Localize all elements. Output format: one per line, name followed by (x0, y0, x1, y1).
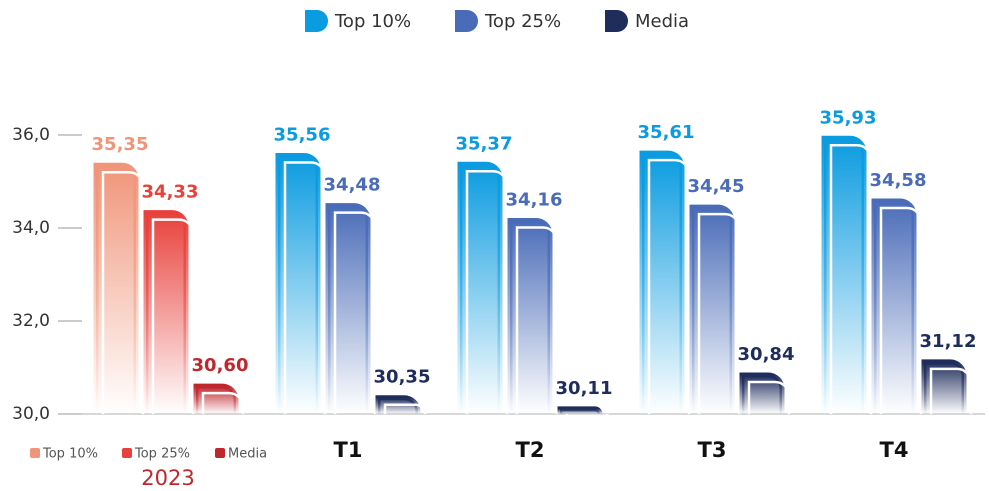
bar-inner (333, 211, 377, 414)
bar (193, 383, 245, 414)
legend-swatch (305, 10, 328, 32)
bar (93, 162, 145, 414)
x-tick-label: T2 (516, 438, 545, 462)
bar-edge (639, 150, 685, 414)
bar-inner (201, 391, 245, 414)
bar-inner (697, 212, 741, 414)
bar-outline (510, 220, 550, 414)
value-label: 34,58 (870, 170, 927, 191)
bar-edge (325, 203, 371, 414)
bar-inner (565, 413, 610, 418)
x-tick-label: 2023 (141, 466, 194, 490)
bar-inner (383, 403, 427, 415)
bar-outline (328, 205, 368, 414)
sub-legend-label: Top 25% (134, 447, 190, 462)
bar-edge (375, 395, 421, 414)
bar-outline (692, 207, 732, 414)
bar (821, 135, 873, 414)
bar (921, 359, 973, 414)
y-tick-label: 34,0 (12, 218, 50, 238)
y-tick-label: 36,0 (12, 125, 50, 145)
value-label: 34,45 (688, 176, 745, 197)
bar (275, 152, 327, 414)
bar (325, 203, 377, 414)
bar-inner (151, 218, 195, 414)
bar-edge (689, 204, 735, 414)
bar-edge (921, 359, 967, 414)
bar-inner (465, 170, 509, 414)
bar-edge (821, 135, 867, 414)
value-label: 34,16 (506, 190, 563, 211)
x-tick-label: T1 (334, 438, 363, 462)
x-tick-label: T4 (880, 438, 909, 462)
bar-outline (460, 164, 500, 414)
sub-legend-label: Media (228, 447, 267, 462)
bar-edge (193, 383, 239, 414)
bar-inner (747, 380, 791, 414)
bar-outline (278, 155, 318, 414)
value-label: 35,35 (92, 134, 149, 155)
value-label: 30,11 (556, 378, 613, 399)
legend-label: Top 25% (484, 11, 561, 32)
bar (639, 150, 691, 414)
bar-inner (829, 144, 873, 414)
value-label: 35,93 (820, 107, 877, 128)
legend-label: Top 10% (334, 11, 411, 32)
value-label: 34,33 (142, 182, 199, 203)
bar-outline (824, 138, 864, 414)
bar (689, 204, 741, 414)
bar-inner (647, 158, 691, 414)
bar-edge (557, 406, 603, 415)
bar-edge (871, 198, 917, 414)
legend-swatch (605, 10, 628, 32)
bar (739, 372, 791, 414)
bar-edge (739, 372, 785, 414)
bar-outline (924, 361, 964, 414)
bar (507, 218, 559, 414)
legend-label: Media (635, 11, 689, 32)
y-tick-label: 32,0 (12, 311, 50, 331)
bar-edge (93, 162, 139, 414)
x-tick-label: T3 (698, 438, 727, 462)
sub-legend-swatch (215, 448, 225, 458)
bar-inner (929, 367, 973, 414)
bar-edge (143, 210, 189, 414)
bar-outline (742, 374, 782, 414)
bar (457, 161, 509, 414)
value-label: 35,56 (274, 124, 331, 145)
bar-outline (146, 212, 186, 414)
value-label: 35,61 (638, 122, 695, 143)
legend-swatch (455, 10, 478, 32)
y-tick-label: 30,0 (12, 404, 50, 424)
sub-legend-swatch (122, 448, 132, 458)
bar-outline (642, 153, 682, 414)
sub-legend-swatch (30, 448, 40, 458)
bar-inner (879, 206, 923, 414)
bar (375, 395, 427, 415)
bar (871, 198, 923, 414)
value-label: 31,12 (920, 331, 977, 352)
sub-legend-label: Top 10% (42, 447, 98, 462)
value-label: 35,37 (456, 133, 513, 154)
bar-outline (874, 201, 915, 414)
bar (143, 210, 195, 414)
bar-edge (457, 161, 503, 414)
value-label: 30,60 (192, 355, 249, 376)
bar-outline (96, 165, 136, 414)
bar-edge (507, 218, 553, 414)
bar-inner (515, 226, 559, 414)
value-label: 30,35 (374, 367, 431, 388)
bar-edge (275, 152, 321, 414)
bar-inner (283, 161, 327, 414)
value-label: 34,48 (324, 175, 381, 196)
bar (557, 406, 610, 418)
bar-inner (101, 170, 145, 414)
value-label: 30,84 (738, 344, 795, 365)
